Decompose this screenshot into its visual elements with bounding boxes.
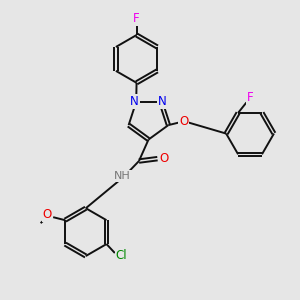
Text: N: N (158, 95, 167, 108)
Text: F: F (247, 91, 254, 104)
Text: Cl: Cl (116, 249, 127, 262)
Text: NH: NH (114, 171, 131, 181)
Text: F: F (133, 12, 140, 25)
Text: O: O (43, 208, 52, 221)
Text: O: O (159, 152, 169, 165)
Text: O: O (179, 115, 188, 128)
Text: N: N (130, 95, 139, 108)
